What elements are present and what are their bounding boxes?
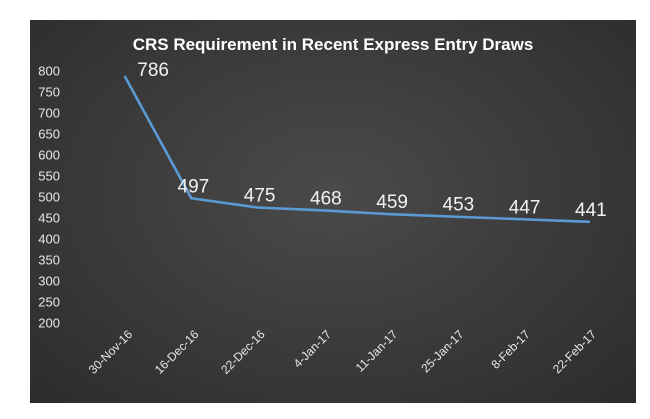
x-axis-ticks: 30-Nov-16 16-Dec-16 22-Dec-16 4-Jan-17 11-Ja… xyxy=(86,327,599,377)
data-point xyxy=(256,206,259,209)
data-point xyxy=(123,75,127,79)
y-tick-label: 500 xyxy=(38,190,60,205)
x-tick-label: 11-Jan-17 xyxy=(353,327,401,375)
x-tick-label: 30-Nov-16 xyxy=(86,327,136,377)
y-tick-label: 200 xyxy=(38,316,60,331)
x-tick-label: 16-Dec-16 xyxy=(152,327,202,377)
data-point xyxy=(388,213,392,216)
data-label: 497 xyxy=(178,176,210,197)
chart-title: CRS Requirement in Recent Express Entry … xyxy=(133,35,534,54)
y-tick-label: 700 xyxy=(38,106,60,121)
series-group xyxy=(123,75,591,224)
data-point xyxy=(587,220,591,223)
y-tick-label: 400 xyxy=(38,232,60,247)
data-label: 447 xyxy=(509,197,541,218)
data-label: 441 xyxy=(575,200,607,221)
data-point xyxy=(322,209,326,212)
y-tick-label: 300 xyxy=(38,274,60,289)
data-label: 453 xyxy=(443,195,475,216)
series-line xyxy=(123,75,591,224)
line-chart: CRS Requirement in Recent Express Entry … xyxy=(38,35,606,377)
y-tick-label: 250 xyxy=(38,295,60,310)
y-tick-label: 550 xyxy=(38,169,60,184)
x-tick-label: 22-Feb-17 xyxy=(550,327,599,376)
chart-panel: CRS Requirement in Recent Express Entry … xyxy=(30,20,636,403)
data-point xyxy=(190,197,193,200)
data-label: 468 xyxy=(310,188,342,209)
data-point xyxy=(521,218,524,221)
data-point xyxy=(455,215,458,218)
data-label: 786 xyxy=(137,60,169,81)
x-tick-label: 25-Jan-17 xyxy=(418,327,466,375)
x-tick-label: 8-Feb-17 xyxy=(488,327,533,372)
y-tick-label: 450 xyxy=(38,211,60,226)
y-tick-label: 800 xyxy=(38,64,60,79)
data-label: 459 xyxy=(376,192,408,213)
y-axis-ticks: 800 750 700 650 600 550 500 450 400 350 300 250 200 xyxy=(38,64,60,331)
x-tick-label: 4-Jan-17 xyxy=(291,327,335,371)
data-labels: 786 497 475 468 459 453 447 441 xyxy=(137,60,606,221)
y-tick-label: 600 xyxy=(38,148,60,163)
y-tick-label: 350 xyxy=(38,253,60,268)
data-label: 475 xyxy=(244,186,276,207)
y-tick-label: 650 xyxy=(38,127,60,142)
y-tick-label: 750 xyxy=(38,85,60,100)
x-tick-label: 22-Dec-16 xyxy=(218,327,268,377)
